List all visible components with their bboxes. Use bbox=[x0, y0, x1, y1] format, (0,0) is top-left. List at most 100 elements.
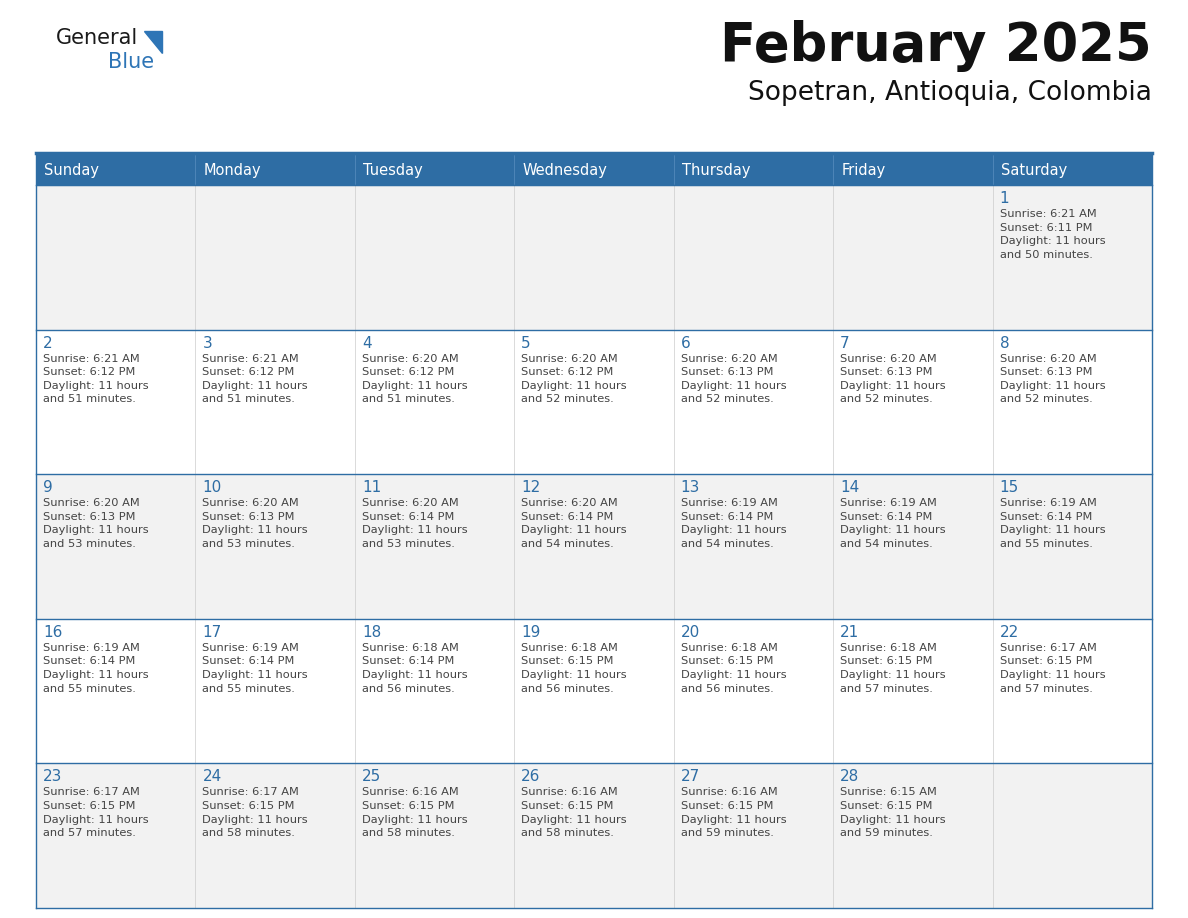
Text: Wednesday: Wednesday bbox=[523, 162, 607, 177]
Text: 28: 28 bbox=[840, 769, 859, 784]
Bar bbox=[992, 475, 1152, 619]
Text: Sunrise: 6:20 AM
Sunset: 6:14 PM
Daylight: 11 hours
and 54 minutes.: Sunrise: 6:20 AM Sunset: 6:14 PM Dayligh… bbox=[522, 498, 627, 549]
Text: Sunrise: 6:17 AM
Sunset: 6:15 PM
Daylight: 11 hours
and 57 minutes.: Sunrise: 6:17 AM Sunset: 6:15 PM Dayligh… bbox=[999, 643, 1105, 694]
Bar bbox=[674, 185, 833, 330]
Text: 25: 25 bbox=[362, 769, 381, 784]
Bar bbox=[833, 619, 992, 764]
Bar bbox=[833, 475, 992, 619]
Text: 26: 26 bbox=[522, 769, 541, 784]
Bar bbox=[514, 155, 674, 185]
Bar bbox=[674, 619, 833, 764]
Text: Sunrise: 6:21 AM
Sunset: 6:11 PM
Daylight: 11 hours
and 50 minutes.: Sunrise: 6:21 AM Sunset: 6:11 PM Dayligh… bbox=[999, 209, 1105, 260]
Text: 17: 17 bbox=[202, 625, 222, 640]
Bar bbox=[196, 185, 355, 330]
Bar bbox=[355, 764, 514, 908]
Text: Sunrise: 6:21 AM
Sunset: 6:12 PM
Daylight: 11 hours
and 51 minutes.: Sunrise: 6:21 AM Sunset: 6:12 PM Dayligh… bbox=[43, 353, 148, 405]
Text: 27: 27 bbox=[681, 769, 700, 784]
Text: 22: 22 bbox=[999, 625, 1019, 640]
Bar bbox=[992, 619, 1152, 764]
Text: 4: 4 bbox=[362, 336, 372, 351]
Text: Friday: Friday bbox=[841, 162, 885, 177]
Text: Sunrise: 6:19 AM
Sunset: 6:14 PM
Daylight: 11 hours
and 54 minutes.: Sunrise: 6:19 AM Sunset: 6:14 PM Dayligh… bbox=[840, 498, 946, 549]
Text: 13: 13 bbox=[681, 480, 700, 495]
Text: Sunrise: 6:20 AM
Sunset: 6:13 PM
Daylight: 11 hours
and 52 minutes.: Sunrise: 6:20 AM Sunset: 6:13 PM Dayligh… bbox=[999, 353, 1105, 405]
Text: Sunrise: 6:20 AM
Sunset: 6:13 PM
Daylight: 11 hours
and 52 minutes.: Sunrise: 6:20 AM Sunset: 6:13 PM Dayligh… bbox=[681, 353, 786, 405]
Bar bbox=[514, 330, 674, 475]
Text: 21: 21 bbox=[840, 625, 859, 640]
Text: Sunrise: 6:19 AM
Sunset: 6:14 PM
Daylight: 11 hours
and 54 minutes.: Sunrise: 6:19 AM Sunset: 6:14 PM Dayligh… bbox=[681, 498, 786, 549]
Text: Sunrise: 6:21 AM
Sunset: 6:12 PM
Daylight: 11 hours
and 51 minutes.: Sunrise: 6:21 AM Sunset: 6:12 PM Dayligh… bbox=[202, 353, 308, 405]
Text: Tuesday: Tuesday bbox=[362, 162, 423, 177]
Text: 16: 16 bbox=[43, 625, 63, 640]
Text: Thursday: Thursday bbox=[682, 162, 750, 177]
Text: Sunrise: 6:18 AM
Sunset: 6:15 PM
Daylight: 11 hours
and 57 minutes.: Sunrise: 6:18 AM Sunset: 6:15 PM Dayligh… bbox=[840, 643, 946, 694]
Text: 5: 5 bbox=[522, 336, 531, 351]
Bar bbox=[992, 330, 1152, 475]
Text: Sunrise: 6:16 AM
Sunset: 6:15 PM
Daylight: 11 hours
and 59 minutes.: Sunrise: 6:16 AM Sunset: 6:15 PM Dayligh… bbox=[681, 788, 786, 838]
Text: 6: 6 bbox=[681, 336, 690, 351]
Bar bbox=[833, 330, 992, 475]
Text: Sunrise: 6:20 AM
Sunset: 6:14 PM
Daylight: 11 hours
and 53 minutes.: Sunrise: 6:20 AM Sunset: 6:14 PM Dayligh… bbox=[362, 498, 468, 549]
Text: 18: 18 bbox=[362, 625, 381, 640]
Bar bbox=[196, 475, 355, 619]
Text: Saturday: Saturday bbox=[1000, 162, 1067, 177]
Text: Sunrise: 6:20 AM
Sunset: 6:12 PM
Daylight: 11 hours
and 51 minutes.: Sunrise: 6:20 AM Sunset: 6:12 PM Dayligh… bbox=[362, 353, 468, 405]
Bar bbox=[355, 330, 514, 475]
Bar bbox=[674, 475, 833, 619]
Bar bbox=[992, 185, 1152, 330]
Bar bbox=[36, 155, 196, 185]
Bar bbox=[514, 185, 674, 330]
Bar bbox=[355, 155, 514, 185]
Bar bbox=[36, 185, 196, 330]
Text: 19: 19 bbox=[522, 625, 541, 640]
Bar bbox=[196, 764, 355, 908]
Text: 10: 10 bbox=[202, 480, 222, 495]
Text: 3: 3 bbox=[202, 336, 213, 351]
Text: 7: 7 bbox=[840, 336, 849, 351]
Text: Sunrise: 6:20 AM
Sunset: 6:13 PM
Daylight: 11 hours
and 53 minutes.: Sunrise: 6:20 AM Sunset: 6:13 PM Dayligh… bbox=[43, 498, 148, 549]
Text: Sunrise: 6:19 AM
Sunset: 6:14 PM
Daylight: 11 hours
and 55 minutes.: Sunrise: 6:19 AM Sunset: 6:14 PM Dayligh… bbox=[43, 643, 148, 694]
Text: Sunrise: 6:20 AM
Sunset: 6:12 PM
Daylight: 11 hours
and 52 minutes.: Sunrise: 6:20 AM Sunset: 6:12 PM Dayligh… bbox=[522, 353, 627, 405]
Text: Blue: Blue bbox=[108, 52, 154, 72]
Bar bbox=[514, 764, 674, 908]
Text: 2: 2 bbox=[43, 336, 52, 351]
Bar bbox=[833, 155, 992, 185]
Bar bbox=[196, 330, 355, 475]
Text: Sunrise: 6:16 AM
Sunset: 6:15 PM
Daylight: 11 hours
and 58 minutes.: Sunrise: 6:16 AM Sunset: 6:15 PM Dayligh… bbox=[522, 788, 627, 838]
Bar bbox=[36, 764, 196, 908]
Text: 12: 12 bbox=[522, 480, 541, 495]
Text: 14: 14 bbox=[840, 480, 859, 495]
Bar bbox=[833, 764, 992, 908]
Polygon shape bbox=[144, 31, 162, 53]
Bar bbox=[355, 619, 514, 764]
Bar bbox=[36, 330, 196, 475]
Text: 11: 11 bbox=[362, 480, 381, 495]
Text: Sunrise: 6:17 AM
Sunset: 6:15 PM
Daylight: 11 hours
and 58 minutes.: Sunrise: 6:17 AM Sunset: 6:15 PM Dayligh… bbox=[202, 788, 308, 838]
Bar bbox=[514, 619, 674, 764]
Text: Sunrise: 6:16 AM
Sunset: 6:15 PM
Daylight: 11 hours
and 58 minutes.: Sunrise: 6:16 AM Sunset: 6:15 PM Dayligh… bbox=[362, 788, 468, 838]
Text: 15: 15 bbox=[999, 480, 1019, 495]
Text: Sunrise: 6:19 AM
Sunset: 6:14 PM
Daylight: 11 hours
and 55 minutes.: Sunrise: 6:19 AM Sunset: 6:14 PM Dayligh… bbox=[202, 643, 308, 694]
Bar bbox=[355, 475, 514, 619]
Text: General: General bbox=[56, 28, 138, 48]
Text: 8: 8 bbox=[999, 336, 1009, 351]
Text: Sopetran, Antioquia, Colombia: Sopetran, Antioquia, Colombia bbox=[748, 80, 1152, 106]
Text: 23: 23 bbox=[43, 769, 63, 784]
Text: Monday: Monday bbox=[203, 162, 261, 177]
Bar bbox=[196, 155, 355, 185]
Text: Sunrise: 6:20 AM
Sunset: 6:13 PM
Daylight: 11 hours
and 52 minutes.: Sunrise: 6:20 AM Sunset: 6:13 PM Dayligh… bbox=[840, 353, 946, 405]
Text: Sunrise: 6:17 AM
Sunset: 6:15 PM
Daylight: 11 hours
and 57 minutes.: Sunrise: 6:17 AM Sunset: 6:15 PM Dayligh… bbox=[43, 788, 148, 838]
Text: Sunrise: 6:15 AM
Sunset: 6:15 PM
Daylight: 11 hours
and 59 minutes.: Sunrise: 6:15 AM Sunset: 6:15 PM Dayligh… bbox=[840, 788, 946, 838]
Text: Sunday: Sunday bbox=[44, 162, 99, 177]
Bar bbox=[992, 764, 1152, 908]
Text: Sunrise: 6:18 AM
Sunset: 6:14 PM
Daylight: 11 hours
and 56 minutes.: Sunrise: 6:18 AM Sunset: 6:14 PM Dayligh… bbox=[362, 643, 468, 694]
Bar bbox=[514, 475, 674, 619]
Text: 1: 1 bbox=[999, 191, 1009, 206]
Bar bbox=[36, 475, 196, 619]
Text: February 2025: February 2025 bbox=[720, 20, 1152, 72]
Text: Sunrise: 6:18 AM
Sunset: 6:15 PM
Daylight: 11 hours
and 56 minutes.: Sunrise: 6:18 AM Sunset: 6:15 PM Dayligh… bbox=[681, 643, 786, 694]
Text: 24: 24 bbox=[202, 769, 222, 784]
Text: Sunrise: 6:18 AM
Sunset: 6:15 PM
Daylight: 11 hours
and 56 minutes.: Sunrise: 6:18 AM Sunset: 6:15 PM Dayligh… bbox=[522, 643, 627, 694]
Bar bbox=[196, 619, 355, 764]
Bar bbox=[674, 155, 833, 185]
